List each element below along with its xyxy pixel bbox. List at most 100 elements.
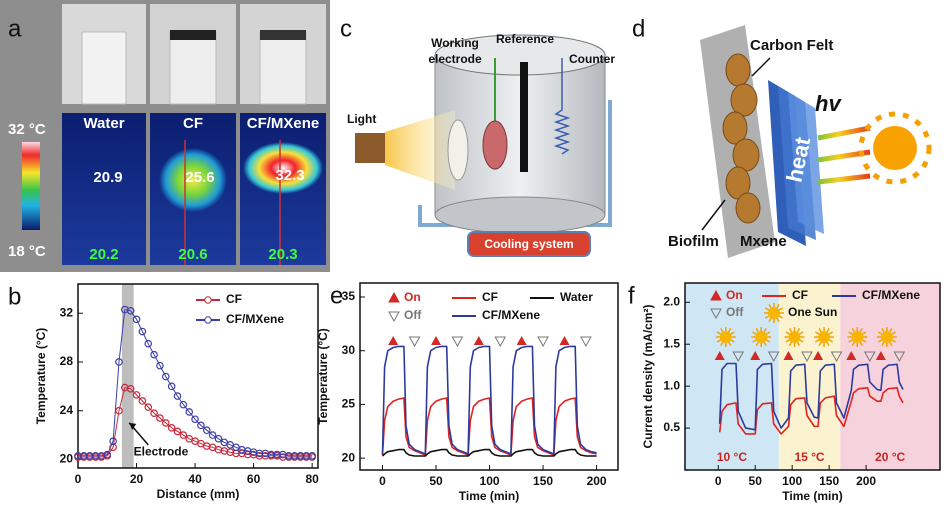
counter-electrode (553, 58, 571, 155)
off-marker (537, 336, 549, 348)
sun-ray (799, 331, 804, 335)
temperature: 20.3 (268, 246, 297, 263)
sun-ray (796, 327, 801, 333)
point (156, 361, 164, 370)
plot-frame (359, 282, 619, 471)
sun-icon (768, 307, 780, 319)
point (109, 437, 117, 445)
sun-ray (785, 339, 790, 343)
y-tick-label: 20 (342, 450, 356, 464)
region (778, 283, 841, 470)
x-tick-label: 0 (75, 472, 82, 486)
sun-ray (776, 317, 780, 323)
legend-marker (710, 289, 722, 301)
point (144, 403, 153, 411)
reference-electrode (520, 62, 528, 172)
sun (858, 111, 932, 185)
sun-icon (818, 331, 831, 343)
point (103, 450, 112, 459)
legend-label: CF/MXene (482, 308, 540, 322)
sun-ray (891, 339, 896, 343)
x-tick-label: 200 (856, 474, 876, 488)
sample-rod (169, 31, 217, 105)
x-tick-label: 150 (819, 474, 839, 488)
panel-label: c (340, 15, 352, 42)
y-axis-label: Current density (mA/cm²) (641, 304, 655, 448)
temperature: 20.6 (178, 246, 207, 263)
line (78, 387, 313, 458)
sun-ray (891, 331, 896, 335)
window (447, 119, 469, 181)
region (685, 283, 779, 470)
region-label: 20 °C (875, 450, 905, 464)
legend-marker (764, 303, 784, 323)
sun-ray (889, 341, 893, 347)
y-tick-label: 1.5 (663, 336, 680, 350)
on-marker (813, 351, 824, 360)
sun-ray (796, 341, 801, 347)
sun-ray (716, 339, 721, 343)
y-tick-label: 32 (60, 305, 74, 319)
on-marker (388, 336, 399, 345)
colorbar-max: 32 °C (8, 121, 46, 138)
line (381, 345, 597, 455)
temperature: 20.9 (93, 169, 122, 186)
sun-marker (847, 327, 868, 347)
x-tick-label: 50 (749, 474, 763, 488)
thermal-image (62, 113, 146, 265)
legend-label: CF (482, 290, 498, 304)
sun-ray (862, 331, 867, 335)
sun-icon (851, 331, 864, 343)
region-label: 10 °C (717, 450, 747, 464)
x-tick-label: 0 (715, 474, 722, 488)
sun-ray (752, 331, 757, 335)
legend-label: CF/MXene (862, 288, 920, 302)
y-tick-label: 28 (60, 354, 74, 368)
sun-ray (764, 315, 770, 319)
point (173, 392, 182, 400)
point (202, 426, 211, 435)
electrode-band (121, 284, 134, 468)
x-tick-label: 40 (188, 472, 202, 486)
line (718, 362, 904, 431)
carbon-felt (170, 30, 216, 40)
point (179, 400, 188, 409)
on-marker (714, 351, 725, 360)
light-arrow (817, 125, 871, 141)
sun-ray (828, 331, 834, 335)
legend-label: CF (226, 292, 242, 306)
off-marker (863, 351, 876, 363)
sun-ray (828, 339, 834, 343)
panel-label: a (8, 15, 22, 42)
y-tick-label: 35 (342, 289, 356, 303)
label: Carbon Felt (750, 37, 833, 54)
point (162, 419, 170, 427)
y-tick-label: 30 (342, 343, 356, 357)
sun-ray (728, 327, 732, 333)
point (197, 421, 205, 430)
x-tick-label: 50 (429, 474, 443, 488)
sun-ray (776, 303, 780, 309)
sun-ray (859, 327, 863, 333)
sun-ray (848, 339, 853, 343)
sample-label: CF (183, 115, 203, 132)
point (191, 415, 199, 424)
label: Light (347, 112, 376, 126)
sun-ray (763, 327, 767, 333)
sun-ray (788, 341, 793, 347)
sun-ray (766, 331, 771, 335)
sun-ray (889, 327, 893, 333)
sun-ray (818, 327, 822, 333)
x-tick-label: 60 (247, 472, 261, 486)
sun-ray (881, 341, 885, 347)
label: Biofilm (668, 233, 719, 250)
sun-ray (755, 327, 759, 333)
sun-ray (720, 341, 724, 347)
sun-ray (881, 327, 885, 333)
legend-marker (204, 296, 212, 304)
sun-ray (799, 339, 804, 343)
line (381, 448, 597, 457)
on-marker (431, 336, 442, 345)
point (132, 391, 141, 399)
point (150, 350, 158, 359)
